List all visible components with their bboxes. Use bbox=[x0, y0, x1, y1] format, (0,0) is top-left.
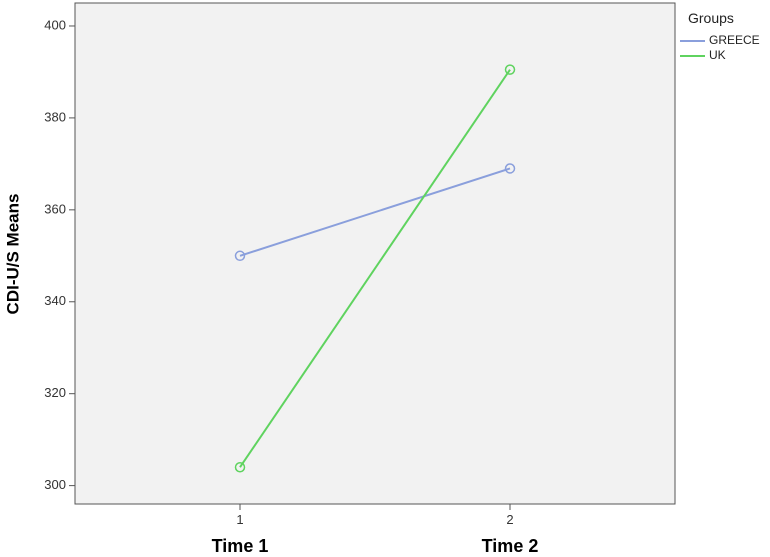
series-layer bbox=[234, 64, 516, 473]
x-tick-label: 2 bbox=[506, 512, 513, 527]
series-line-uk bbox=[239, 69, 511, 468]
legend-label: UK bbox=[709, 48, 726, 62]
x-axis-ticks: 1 Time 1 2 Time 2 bbox=[212, 504, 539, 556]
y-tick-label: 380 bbox=[44, 109, 66, 124]
y-tick-label: 360 bbox=[44, 201, 66, 216]
data-point-greece bbox=[504, 163, 516, 174]
data-point-greece bbox=[234, 250, 246, 262]
legend-title: Groups bbox=[688, 10, 734, 26]
y-tick-label: 340 bbox=[44, 293, 66, 308]
series-line-greece bbox=[239, 167, 511, 257]
x-category-label: Time 2 bbox=[482, 536, 539, 556]
y-axis-label: CDI-U/S Means bbox=[3, 194, 22, 315]
legend-label: GREECE bbox=[709, 33, 760, 47]
plot-area bbox=[74, 2, 676, 505]
y-tick-label: 300 bbox=[44, 477, 66, 492]
y-tick-label: 320 bbox=[44, 385, 66, 400]
y-axis-ticks: 300 320 340 360 380 400 bbox=[44, 17, 75, 492]
x-tick-label: 1 bbox=[236, 512, 243, 527]
data-point-uk bbox=[504, 64, 516, 75]
y-tick-label: 400 bbox=[44, 17, 66, 32]
x-category-label: Time 1 bbox=[212, 536, 269, 556]
data-point-uk bbox=[234, 461, 246, 473]
